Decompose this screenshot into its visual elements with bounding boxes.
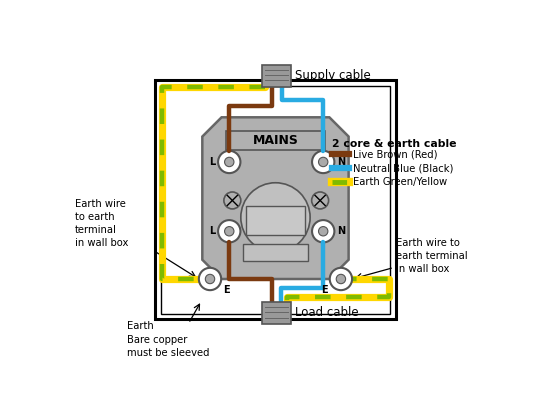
Circle shape <box>218 220 241 242</box>
Text: Earth wire
to earth
terminal
in wall box: Earth wire to earth terminal in wall box <box>75 199 128 248</box>
Text: L: L <box>210 226 216 236</box>
Ellipse shape <box>241 183 310 252</box>
Text: E: E <box>223 285 229 295</box>
Bar <box>243 244 308 261</box>
Text: L: L <box>210 157 216 167</box>
Text: Supply cable: Supply cable <box>295 69 371 82</box>
Bar <box>262 65 291 86</box>
Text: N: N <box>337 226 345 236</box>
Circle shape <box>224 157 234 167</box>
Circle shape <box>218 151 241 173</box>
Circle shape <box>205 274 215 284</box>
Bar <box>262 302 291 324</box>
Text: Load cable: Load cable <box>295 306 358 319</box>
Circle shape <box>224 226 234 236</box>
Text: Live Brown (Red): Live Brown (Red) <box>353 149 438 159</box>
Bar <box>161 86 390 314</box>
Text: E: E <box>321 285 328 295</box>
Bar <box>156 80 396 319</box>
Circle shape <box>336 274 346 284</box>
Circle shape <box>319 226 328 236</box>
Bar <box>226 131 325 150</box>
Text: Neutral Blue (Black): Neutral Blue (Black) <box>353 163 454 173</box>
Bar <box>246 206 305 235</box>
Circle shape <box>312 220 334 242</box>
Circle shape <box>330 268 352 290</box>
Text: 2 core & earth cable: 2 core & earth cable <box>332 139 457 149</box>
Text: Earth wire to
earth terminal
in wall box: Earth wire to earth terminal in wall box <box>396 238 467 274</box>
Text: N: N <box>337 157 345 167</box>
Polygon shape <box>202 117 349 279</box>
Circle shape <box>199 268 221 290</box>
Text: MAINS: MAINS <box>253 134 299 147</box>
Circle shape <box>312 151 334 173</box>
Circle shape <box>319 157 328 167</box>
Text: Earth
Bare copper
must be sleeved: Earth Bare copper must be sleeved <box>127 321 209 358</box>
Text: Earth Green/Yellow: Earth Green/Yellow <box>353 177 447 187</box>
